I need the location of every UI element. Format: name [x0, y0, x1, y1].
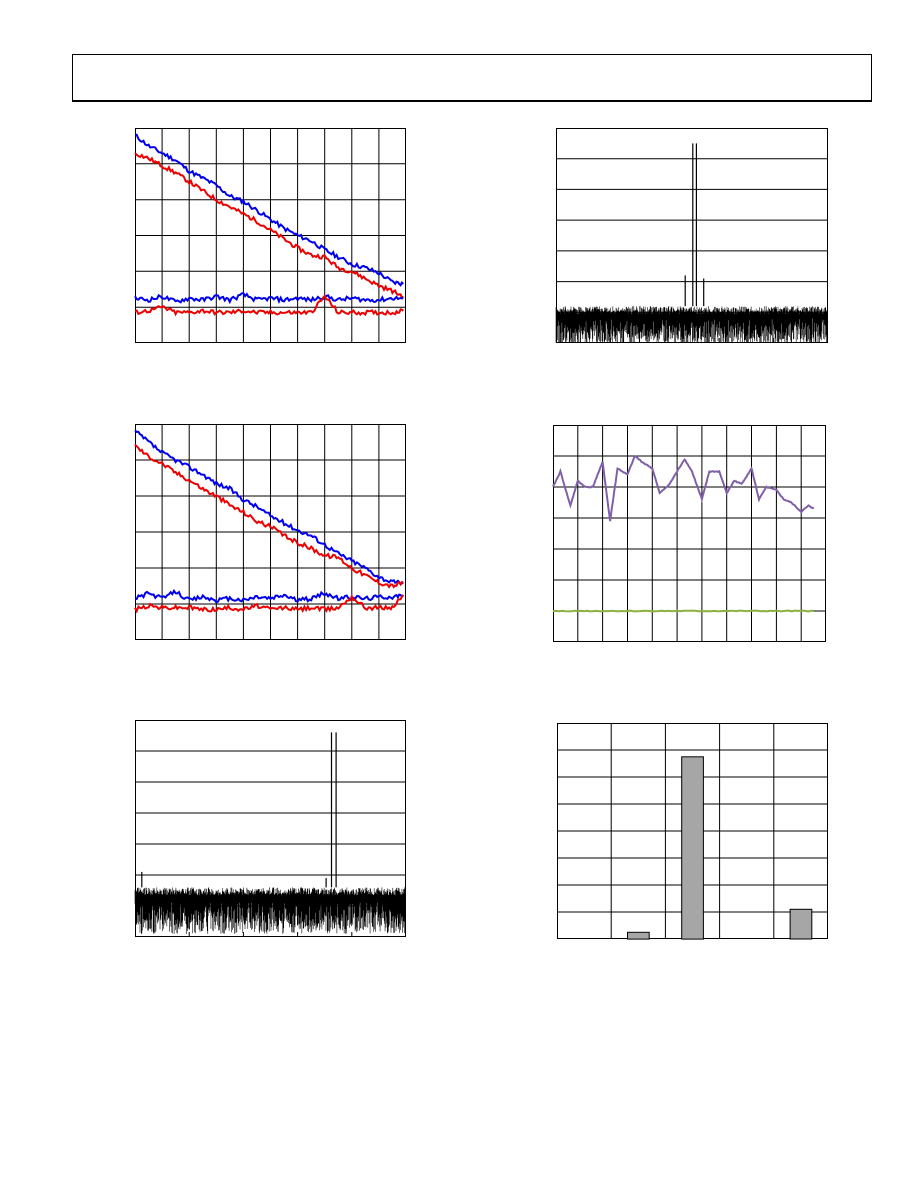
figure-top-right [555, 128, 828, 343]
series-line-4 [134, 294, 404, 317]
figure-top-left [134, 128, 406, 343]
series-line-2 [134, 152, 405, 300]
chart-top-left [134, 128, 406, 343]
plot-frame [135, 128, 406, 343]
figure-bottom-left [134, 720, 406, 937]
noise-floor-trace [555, 306, 828, 343]
series-line-1 [134, 133, 404, 287]
histogram-bar [627, 931, 650, 940]
histogram-bar [681, 756, 704, 940]
chart-bottom-right [557, 723, 828, 940]
series-line-1 [134, 429, 404, 586]
chart-bottom-left [134, 720, 406, 937]
figure-bottom-right [557, 723, 828, 940]
series-line-3 [134, 588, 405, 604]
series-line-4 [134, 594, 405, 614]
noise-floor-trace [134, 887, 406, 934]
series-line-1 [552, 454, 815, 522]
histogram-bar [789, 908, 813, 940]
chart-top-right [555, 128, 828, 343]
plot-frame [553, 425, 826, 642]
chart-mid-left [134, 424, 406, 640]
series-line-3 [134, 291, 404, 305]
page-header-box [72, 54, 872, 102]
chart-mid-right [552, 425, 826, 642]
series-line-2 [134, 443, 404, 589]
series-line-2 [552, 609, 814, 613]
plot-frame [556, 128, 828, 343]
figure-mid-right [552, 425, 826, 642]
plot-frame [135, 424, 406, 640]
figure-mid-left [134, 424, 406, 640]
plot-frame [135, 720, 406, 937]
